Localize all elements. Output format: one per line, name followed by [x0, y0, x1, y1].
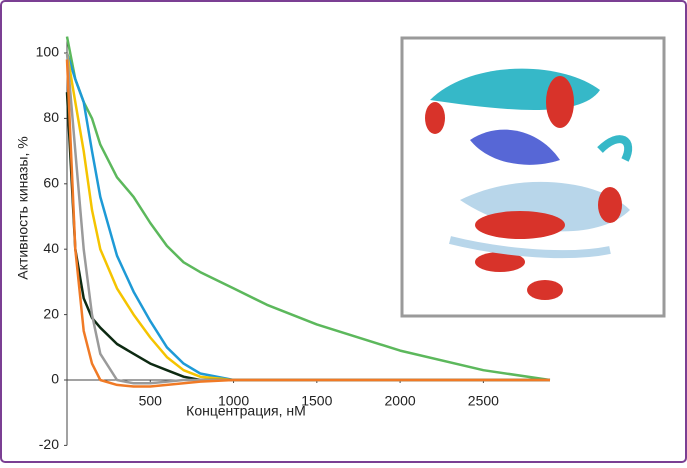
x-tick-label: 1000	[218, 393, 249, 409]
series-line	[65, 36, 551, 382]
y-tick-label: 0	[51, 371, 59, 387]
y-tick-label: 40	[43, 240, 59, 256]
y-tick-label: 60	[43, 175, 59, 191]
y-tick-label: 80	[43, 109, 59, 125]
inset-image	[400, 36, 666, 318]
x-axis-label: Концентрация, нМ	[186, 403, 306, 419]
y-tick-label: -20	[39, 436, 59, 452]
y-axis-label: Активность киназы, %	[15, 136, 31, 279]
y-tick-label: 100	[36, 44, 60, 60]
y-tick-label: 20	[43, 305, 59, 321]
x-tick-label: 2000	[385, 393, 416, 409]
x-tick-label: 1500	[301, 393, 332, 409]
x-tick-label: 500	[139, 393, 163, 409]
series-line	[65, 59, 550, 388]
x-tick-label: 2500	[468, 393, 499, 409]
